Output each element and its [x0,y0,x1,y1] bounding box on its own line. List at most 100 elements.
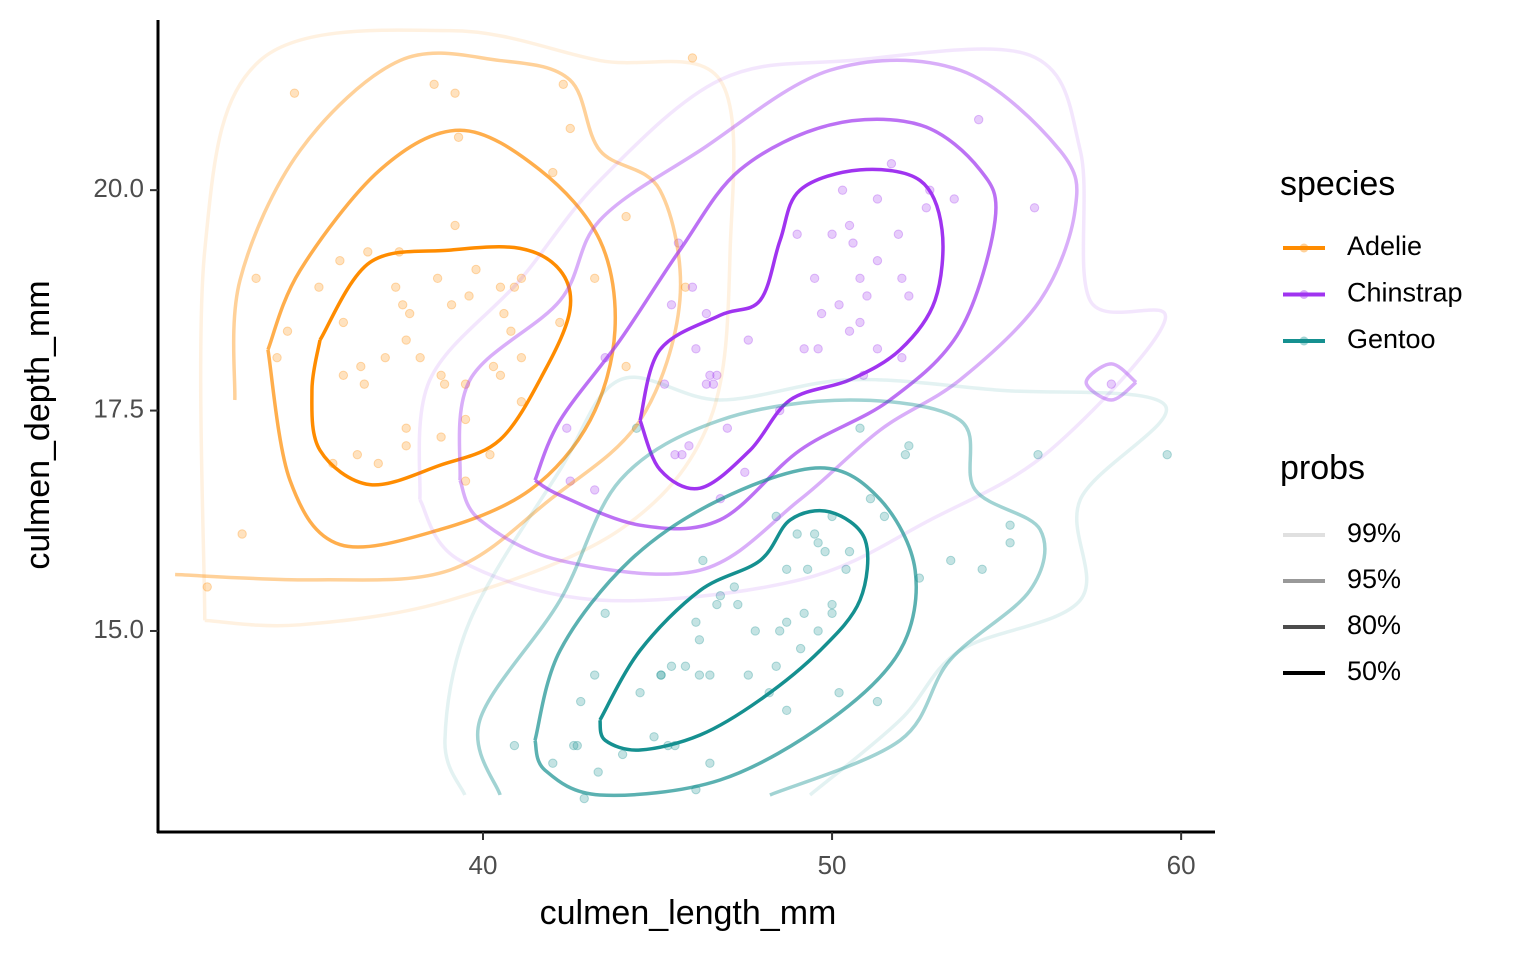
point [446,300,457,310]
legend-label: 80% [1347,610,1401,640]
point [677,449,687,460]
point [516,352,527,363]
point [576,696,586,707]
x-tick-label: 40 [469,850,498,880]
point [432,273,443,284]
point [879,511,890,522]
y-axis-title: culmen_depth_mm [19,280,57,569]
point [813,538,823,548]
point [712,599,722,610]
y-tick-label: 17.5 [93,393,144,423]
legend-label: Adelie [1347,231,1422,261]
point [579,793,589,804]
point [795,643,806,654]
point [949,194,959,204]
point [844,546,855,557]
point [1029,203,1040,213]
point [453,132,464,142]
point [282,326,293,336]
y-tick-label: 20.0 [93,173,144,203]
point [666,661,677,671]
point [705,370,715,381]
point [1005,538,1015,548]
point [834,687,844,698]
point [837,185,848,195]
point [820,546,830,557]
legend-title: species [1280,165,1395,203]
point [694,670,705,680]
point [621,361,631,372]
point [900,449,911,460]
point [569,740,579,751]
point [1162,449,1172,460]
point [450,88,460,98]
point [464,291,474,301]
point [335,255,345,266]
point [338,317,349,328]
point [565,476,575,486]
point [516,273,527,284]
point [495,282,506,292]
point [516,397,527,407]
point [691,617,701,627]
point [460,379,471,389]
point [827,608,837,619]
point [827,229,837,239]
point [740,467,750,477]
point [460,476,471,486]
point [506,326,516,336]
point [589,670,600,680]
point [862,291,872,301]
point [680,282,691,292]
point [680,661,691,671]
point [589,485,600,495]
point [1033,449,1043,460]
point [701,379,712,389]
density-contour [310,245,573,487]
point [565,123,575,134]
point [781,705,792,716]
point [921,203,932,213]
point [977,564,987,574]
point [893,229,904,239]
point [792,529,802,539]
point [743,670,753,680]
point [809,273,820,284]
point [771,511,781,522]
point [946,555,956,566]
density-contour [198,28,736,628]
point [635,687,645,698]
point [555,317,565,328]
point [548,167,558,178]
point [729,582,740,592]
legend-label: 50% [1347,656,1401,686]
plot-area [175,28,1172,804]
point [436,432,446,442]
point [272,352,282,363]
point [649,732,659,742]
legend-title: probs [1280,449,1365,487]
legend-key [1299,243,1309,253]
point [691,344,701,354]
point [314,282,324,292]
point [450,220,460,231]
point [712,370,722,381]
point [656,670,666,680]
x-tick-label: 60 [1167,850,1196,880]
point [844,326,855,336]
point [897,352,907,363]
point [848,238,858,248]
point [855,317,865,328]
point [631,423,642,433]
point [799,608,809,619]
point [705,670,715,680]
point [872,194,883,204]
point [781,617,792,627]
point [202,582,212,592]
point [750,626,760,636]
point [439,379,450,389]
point [558,79,568,90]
point [509,740,520,751]
density-contour [443,375,1169,797]
point [415,352,425,363]
